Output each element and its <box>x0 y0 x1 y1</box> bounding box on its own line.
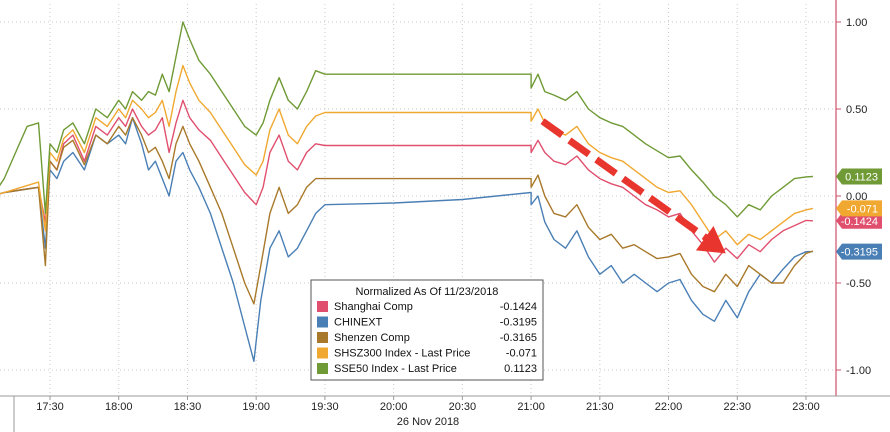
x-tick-label: 20:30 <box>449 401 477 413</box>
y-tick-label: -1.00 <box>846 365 871 377</box>
x-tick-label: 22:00 <box>655 401 683 413</box>
end-value-tag-0: -0.1424 <box>836 212 882 229</box>
end-value-tag-shape <box>836 200 882 217</box>
x-tick-label: 19:30 <box>311 401 339 413</box>
legend-swatch-4 <box>317 363 328 374</box>
x-tick-label: 21:00 <box>517 401 545 413</box>
x-tick-label: 20:00 <box>380 401 408 413</box>
legend-swatch-3 <box>317 347 328 359</box>
x-tick-label: 18:00 <box>105 401 133 413</box>
end-value-tag-text: -0.071 <box>847 203 878 215</box>
legend-swatch-0 <box>317 301 328 312</box>
annotation-arrow <box>540 118 726 254</box>
legend-title: Normalized As Of 11/23/2018 <box>356 286 499 298</box>
end-value-tag-1: -0.3195 <box>836 243 882 260</box>
end-value-tag-shape <box>836 168 882 185</box>
series-line-0 <box>0 99 813 263</box>
end-value-tag-text: -0.1424 <box>841 216 878 228</box>
legend-series-value: -0.3195 <box>500 317 537 329</box>
x-date-label: 26 Nov 2018 <box>397 416 459 428</box>
legend-series-name: Shanghai Comp <box>334 301 413 313</box>
series-line-3 <box>0 64 814 246</box>
end-value-tag-4: 0.1123 <box>836 168 882 185</box>
y-tick-label: -0.50 <box>846 278 871 290</box>
legend: Normalized As Of 11/23/2018 Shanghai Comp… <box>310 279 544 381</box>
legend-series-name: SHSZ300 Index - Last Price <box>334 348 470 360</box>
x-tick-label: 17:30 <box>36 401 64 413</box>
legend-series-value: -0.1424 <box>500 301 537 313</box>
trend-arrow-shaft <box>540 118 716 247</box>
end-value-tag-3: -0.071 <box>836 200 882 217</box>
series-line-2 <box>0 117 814 305</box>
end-value-tag-text: 0.1123 <box>845 171 878 183</box>
x-tick-label: 18:30 <box>174 401 202 413</box>
legend-series-name: Shenzen Comp <box>334 332 410 344</box>
x-tick-label: 22:30 <box>724 401 752 413</box>
end-value-tag-shape <box>836 243 882 260</box>
x-tick-label: 23:00 <box>792 401 820 413</box>
legend-series-name: SSE50 Index - Last Price <box>334 363 457 375</box>
legend-swatch-1 <box>317 316 328 328</box>
x-tick-label: 19:00 <box>242 401 270 413</box>
legend-series-name: CHINEXT <box>334 317 383 329</box>
legend-box <box>310 279 544 381</box>
end-value-tags: -0.1424 -0.3195 -0.071 0.1123 <box>836 168 882 260</box>
y-tick-label: 0.50 <box>846 104 867 116</box>
legend-series-value: 0.1123 <box>504 363 537 375</box>
legend-swatch-2 <box>317 332 328 343</box>
trend-arrow-head <box>695 226 726 254</box>
legend-series-value: -0.071 <box>506 348 537 360</box>
y-tick-label: 0.00 <box>846 191 867 203</box>
end-value-tag-shape <box>836 212 882 229</box>
y-tick-label: 1.00 <box>846 17 867 29</box>
end-value-tag-text: -0.3195 <box>841 247 878 259</box>
series-line-4 <box>0 21 813 218</box>
legend-series-value: -0.3165 <box>500 332 537 344</box>
x-tick-label: 21:30 <box>586 401 614 413</box>
